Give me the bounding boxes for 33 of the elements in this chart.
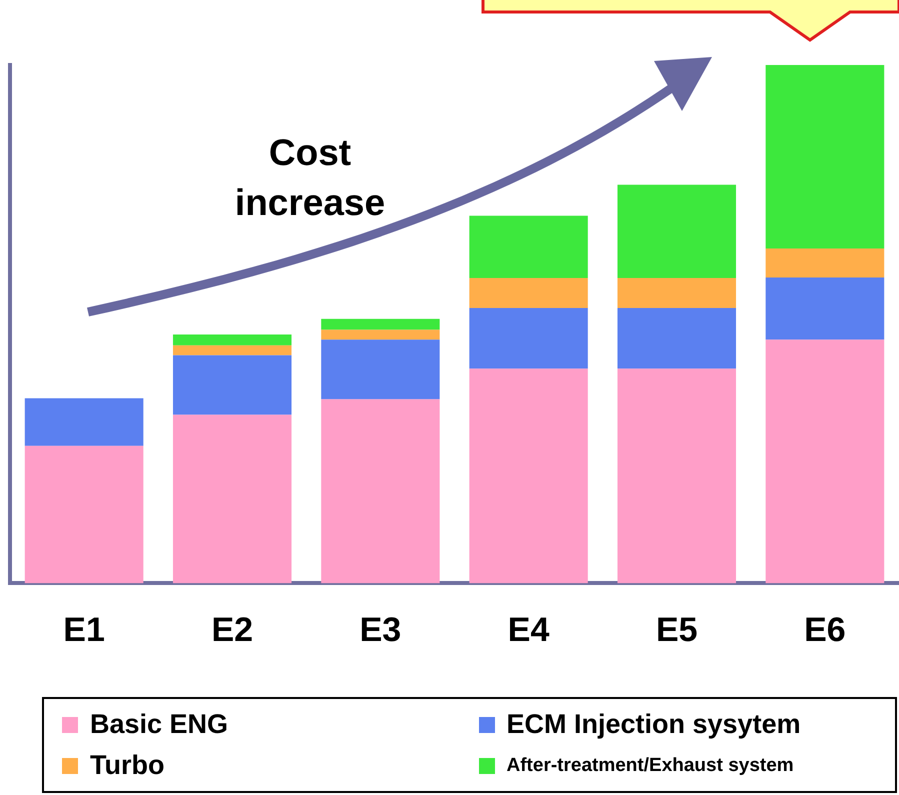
bar [469,368,588,584]
bar [617,278,736,308]
bar [321,340,440,400]
x-tick-label: E6 [804,610,846,649]
x-tick-label: E2 [211,610,254,649]
legend-label: After-treatment/Exhaust system [506,754,794,776]
bar [766,277,884,340]
legend-label: ECM Injection sysytem [506,709,801,740]
bar [321,330,440,340]
legend-label: Turbo [90,750,164,781]
bar [172,334,292,346]
bar [617,368,736,584]
legend-label: Basic ENG [90,709,228,740]
bar [766,340,884,584]
bar [172,345,292,356]
x-tick-label: E1 [63,610,105,649]
bar [617,308,736,369]
bar [172,414,292,584]
bar [469,216,588,278]
annotation: Cost increase [234,132,386,223]
bar [617,184,736,278]
x-tick-label: E5 [656,610,698,649]
bar [469,308,588,369]
bar [321,318,440,330]
bar [766,65,884,248]
x-tick-label: E3 [360,610,402,649]
bar [469,278,588,308]
bar [172,355,292,415]
x-tick-label: E4 [508,610,550,649]
bar [24,446,144,584]
bar [24,398,144,446]
bar [766,248,884,278]
bar [321,399,440,584]
